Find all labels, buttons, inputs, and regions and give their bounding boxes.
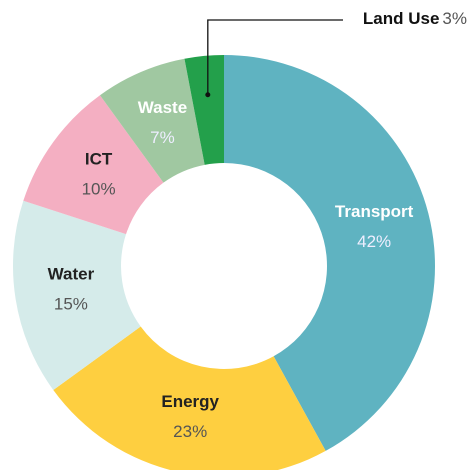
slice [13, 200, 141, 391]
slice-label: Waste [138, 98, 187, 117]
slice [224, 55, 436, 451]
slice [23, 95, 164, 235]
slice-value: 42% [357, 232, 391, 251]
leader-line [207, 19, 343, 95]
slice-label: ICT [85, 149, 113, 168]
slice [53, 326, 326, 470]
slice-label: Water [48, 265, 95, 284]
label-name: Land Use [363, 9, 440, 28]
slice-value: 10% [82, 179, 116, 198]
slice-value: 23% [173, 422, 207, 441]
slice [99, 58, 205, 183]
label-value: 3% [442, 9, 467, 28]
external-label: Land Use 3% [363, 9, 467, 28]
slice-value: 7% [150, 128, 175, 147]
slice-label: Transport [335, 202, 414, 221]
slice [184, 55, 224, 165]
slice-value: 15% [54, 295, 88, 314]
slice-label: Energy [161, 392, 219, 411]
